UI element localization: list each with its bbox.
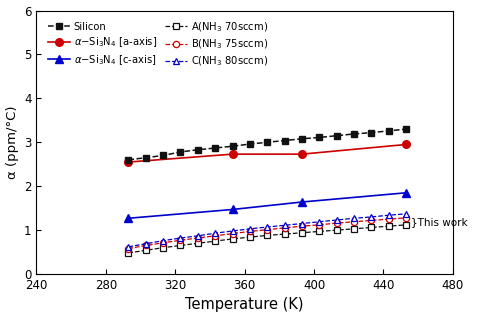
A(NH$_3$ 70sccm) [247,235,253,239]
B(NH$_3$ 75sccm) [299,224,305,228]
B(NH$_3$ 75sccm) [334,221,339,225]
A(NH$_3$ 70sccm) [229,237,235,241]
Silicon [403,127,409,131]
A(NH$_3$ 70sccm) [299,231,305,235]
Silicon [264,140,270,144]
C(NH$_3$ 80sccm) [195,234,201,238]
$\alpha$$-$Si$_3$N$_4$ [a-axis] [229,152,235,156]
Silicon [160,154,166,157]
Silicon [386,129,391,133]
B(NH$_3$ 75sccm) [212,234,218,238]
C(NH$_3$ 80sccm) [282,223,287,227]
B(NH$_3$ 75sccm) [264,228,270,232]
A(NH$_3$ 70sccm) [316,230,322,233]
$\alpha$$-$Si$_3$N$_4$ [c-axis] [126,216,131,220]
Silicon [247,142,253,146]
Silicon [143,156,149,160]
C(NH$_3$ 80sccm) [143,242,149,245]
C(NH$_3$ 80sccm) [264,225,270,229]
A(NH$_3$ 70sccm) [160,246,166,250]
Line: B(NH$_3$ 75sccm): B(NH$_3$ 75sccm) [125,215,409,252]
C(NH$_3$ 80sccm) [160,239,166,243]
A(NH$_3$ 70sccm) [126,251,131,255]
A(NH$_3$ 70sccm) [351,227,357,231]
Silicon [316,135,322,139]
B(NH$_3$ 75sccm) [195,236,201,240]
C(NH$_3$ 80sccm) [386,213,391,217]
A(NH$_3$ 70sccm) [212,239,218,243]
B(NH$_3$ 75sccm) [386,217,391,221]
Line: $\alpha$$-$Si$_3$N$_4$ [c-axis]: $\alpha$$-$Si$_3$N$_4$ [c-axis] [125,189,410,222]
Line: $\alpha$$-$Si$_3$N$_4$ [a-axis]: $\alpha$$-$Si$_3$N$_4$ [a-axis] [125,141,410,166]
C(NH$_3$ 80sccm) [247,227,253,231]
B(NH$_3$ 75sccm) [229,232,235,236]
Silicon [178,150,184,154]
$\alpha$$-$Si$_3$N$_4$ [a-axis] [403,142,409,146]
Line: A(NH$_3$ 70sccm): A(NH$_3$ 70sccm) [125,222,409,256]
B(NH$_3$ 75sccm) [160,241,166,245]
A(NH$_3$ 70sccm) [264,233,270,237]
Silicon [299,137,305,141]
Line: C(NH$_3$ 80sccm): C(NH$_3$ 80sccm) [125,211,409,250]
A(NH$_3$ 70sccm) [334,228,339,232]
$\alpha$$-$Si$_3$N$_4$ [c-axis] [299,200,305,204]
C(NH$_3$ 80sccm) [334,218,339,222]
A(NH$_3$ 70sccm) [178,244,184,247]
$\alpha$$-$Si$_3$N$_4$ [c-axis] [403,191,409,195]
X-axis label: Temperature (K): Temperature (K) [185,297,304,313]
B(NH$_3$ 75sccm) [143,244,149,247]
B(NH$_3$ 75sccm) [403,216,409,220]
C(NH$_3$ 80sccm) [212,231,218,235]
A(NH$_3$ 70sccm) [143,248,149,252]
Y-axis label: α (ppm/°C): α (ppm/°C) [6,106,19,179]
$\alpha$$-$Si$_3$N$_4$ [c-axis] [229,208,235,211]
Silicon [369,131,374,135]
Silicon [282,139,287,142]
B(NH$_3$ 75sccm) [316,223,322,227]
B(NH$_3$ 75sccm) [369,218,374,222]
B(NH$_3$ 75sccm) [126,247,131,251]
C(NH$_3$ 80sccm) [229,229,235,233]
$\alpha$$-$Si$_3$N$_4$ [a-axis] [126,160,131,164]
Text: }This work: }This work [411,217,468,227]
Line: Silicon: Silicon [125,126,409,163]
A(NH$_3$ 70sccm) [403,223,409,227]
Silicon [334,134,339,138]
B(NH$_3$ 75sccm) [351,220,357,224]
Silicon [229,144,235,148]
C(NH$_3$ 80sccm) [369,215,374,219]
Silicon [126,158,131,162]
A(NH$_3$ 70sccm) [386,224,391,228]
Silicon [351,132,357,136]
A(NH$_3$ 70sccm) [369,225,374,229]
A(NH$_3$ 70sccm) [195,241,201,245]
Silicon [212,146,218,150]
B(NH$_3$ 75sccm) [247,230,253,233]
A(NH$_3$ 70sccm) [282,232,287,236]
B(NH$_3$ 75sccm) [282,226,287,230]
B(NH$_3$ 75sccm) [178,238,184,242]
C(NH$_3$ 80sccm) [126,245,131,249]
C(NH$_3$ 80sccm) [316,220,322,224]
$\alpha$$-$Si$_3$N$_4$ [a-axis] [299,152,305,156]
C(NH$_3$ 80sccm) [403,212,409,216]
Silicon [195,148,201,152]
C(NH$_3$ 80sccm) [299,222,305,225]
C(NH$_3$ 80sccm) [178,236,184,240]
C(NH$_3$ 80sccm) [351,216,357,220]
Legend: Silicon, $\alpha$$-$Si$_3$N$_4$ [a-axis], $\alpha$$-$Si$_3$N$_4$ [c-axis], A(NH$: Silicon, $\alpha$$-$Si$_3$N$_4$ [a-axis]… [45,18,270,70]
